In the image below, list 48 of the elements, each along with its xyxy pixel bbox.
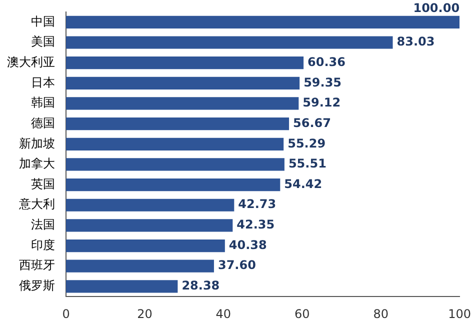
x-tick-label: 0 — [62, 306, 70, 321]
y-tick-label: 印度 — [31, 238, 55, 252]
y-tick-label: 新加坡 — [19, 136, 55, 150]
bar — [66, 97, 299, 110]
bar — [66, 36, 393, 49]
data-label: 42.73 — [238, 197, 276, 212]
y-tick-label: 加拿大 — [19, 156, 55, 171]
y-tick-label: 英国 — [31, 176, 55, 191]
bar — [66, 138, 284, 150]
data-label: 55.51 — [288, 156, 326, 171]
bar — [66, 280, 178, 293]
y-tick-label: 美国 — [31, 34, 55, 49]
bar — [66, 118, 290, 130]
y-tick-label: 德国 — [31, 116, 55, 130]
bar — [66, 260, 214, 272]
data-label: 54.42 — [284, 176, 322, 191]
data-label: 59.12 — [302, 96, 341, 110]
x-tick-label: 100 — [448, 306, 471, 321]
data-label: 55.29 — [288, 136, 326, 150]
y-tick-label: 韩国 — [31, 96, 55, 110]
bar — [66, 76, 300, 90]
data-label: 59.35 — [304, 75, 342, 90]
x-tick-label: 40 — [216, 306, 232, 321]
data-label: 40.38 — [228, 238, 267, 252]
bar — [66, 178, 280, 192]
data-label: 42.35 — [236, 218, 275, 232]
data-label: 83.03 — [396, 34, 435, 49]
x-tick-label: 60 — [294, 306, 310, 321]
bar — [66, 16, 460, 28]
data-label: 56.67 — [293, 116, 331, 130]
y-tick-label: 意大利 — [18, 197, 55, 212]
y-tick-label: 法国 — [31, 218, 55, 232]
bar — [66, 239, 225, 252]
y-tick-label: 日本 — [31, 75, 55, 90]
bar — [66, 198, 234, 212]
data-label: 60.36 — [308, 54, 346, 69]
y-tick-label: 澳大利亚 — [7, 54, 55, 69]
bar — [66, 219, 233, 232]
y-tick-label: 西班牙 — [19, 258, 55, 272]
bar — [66, 56, 304, 70]
y-tick-label: 中国 — [31, 14, 55, 28]
bar — [66, 158, 284, 171]
y-tick-label: 俄罗斯 — [19, 278, 55, 293]
x-tick-label: 20 — [137, 306, 152, 321]
data-label: 28.38 — [182, 278, 220, 293]
x-tick-label: 80 — [373, 306, 388, 321]
data-label: 100.00 — [413, 0, 460, 15]
data-label: 37.60 — [218, 258, 256, 272]
